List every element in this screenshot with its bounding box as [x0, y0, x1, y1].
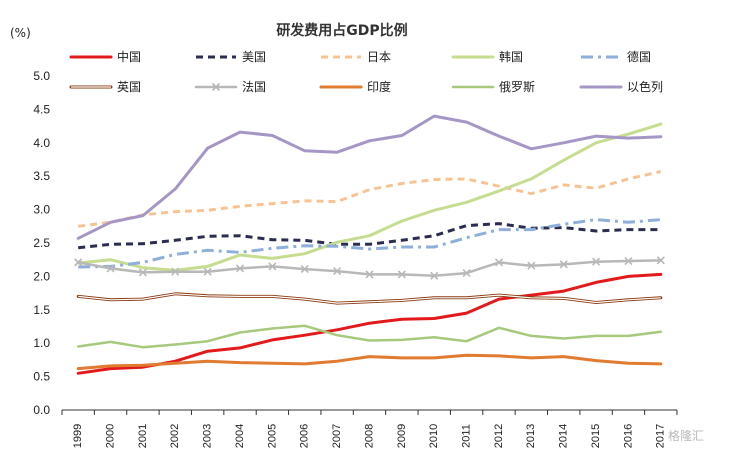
data-point-marker — [106, 264, 115, 273]
series-7 — [76, 353, 663, 371]
legend-item: 中国 — [69, 49, 141, 64]
x-tick-label: 2000 — [104, 424, 116, 448]
series-line — [78, 218, 661, 269]
x-tick-label: 2014 — [558, 424, 570, 448]
x-tick-label: 2011 — [461, 424, 473, 448]
y-tick-label: 0.5 — [33, 370, 50, 384]
data-point-marker — [462, 268, 471, 278]
legend-label: 英国 — [117, 80, 141, 94]
data-point-marker — [235, 264, 245, 273]
x-tick-label: 2008 — [363, 424, 375, 448]
series-8 — [76, 324, 663, 349]
series-line — [78, 170, 662, 228]
chart-title: 研发费用占GDP比例 — [276, 22, 407, 39]
data-point-marker — [656, 256, 665, 265]
data-point-marker — [300, 264, 309, 274]
legend-item: 英国 — [69, 80, 141, 94]
series-5 — [76, 292, 663, 305]
legend-label: 印度 — [367, 79, 391, 94]
y-tick-label: 3.5 — [33, 169, 50, 183]
legend-label: 美国 — [242, 50, 266, 64]
series-line-inner — [78, 293, 661, 304]
series-3 — [76, 122, 663, 272]
legend-item: 德国 — [581, 49, 651, 64]
x-tick-label: 2007 — [331, 424, 343, 448]
data-point-marker — [527, 261, 536, 270]
data-point-marker — [74, 258, 83, 267]
legend-label: 以色列 — [627, 80, 663, 94]
legend-item: 美国 — [196, 50, 266, 64]
x-tick-label: 2017 — [655, 424, 667, 448]
legend-label: 日本 — [367, 50, 391, 64]
watermark: 格隆汇 — [668, 428, 704, 443]
x-tick-label: 2015 — [590, 424, 602, 448]
legend-item: 日本 — [321, 50, 391, 64]
x-tick-label: 2009 — [396, 424, 408, 448]
plot-area — [74, 114, 665, 375]
y-tick-label: 1.5 — [33, 303, 50, 317]
x-tick-label: 2006 — [299, 424, 311, 448]
series-line — [76, 272, 663, 375]
legend-label: 德国 — [627, 49, 651, 64]
data-point-marker — [138, 268, 147, 277]
x-tick-label: 1999 — [72, 424, 84, 448]
data-point-marker — [430, 271, 439, 280]
data-point-marker — [494, 258, 504, 267]
y-tick-label: 2.0 — [33, 269, 50, 283]
data-point-marker — [268, 262, 277, 271]
y-tick-label: 2.5 — [33, 236, 50, 250]
legend-item: 以色列 — [579, 80, 663, 94]
y-unit-label: (%) — [10, 26, 31, 40]
series-4 — [78, 218, 661, 269]
series-9 — [76, 114, 663, 240]
data-point-marker — [203, 267, 212, 276]
y-tick-label: 4.0 — [33, 136, 50, 150]
data-point-marker — [592, 257, 601, 266]
legend-item: 俄罗斯 — [451, 80, 535, 94]
series-line — [76, 114, 663, 240]
x-tick-label: 2001 — [137, 424, 149, 448]
y-tick-label: 3.0 — [33, 203, 50, 217]
series-2 — [78, 170, 662, 228]
x-tick-label: 2010 — [428, 424, 440, 448]
series-line — [78, 222, 661, 250]
legend-item: 印度 — [319, 79, 391, 94]
series-line — [76, 122, 663, 272]
series-line — [76, 353, 663, 371]
data-point-marker — [171, 267, 180, 276]
axes: 0.0 0.5 1.0 1.5 2.0 2.5 3.0 3.5 4.0 4.5 5.0 1999 200… — [33, 69, 678, 448]
data-point-marker — [624, 256, 633, 266]
y-tick-label: 0.0 — [33, 403, 50, 417]
legend-label: 韩国 — [499, 49, 523, 64]
y-tick-label: 4.5 — [33, 102, 50, 116]
y-tick-label: 5.0 — [33, 69, 50, 83]
y-tick-label: 1.0 — [33, 336, 50, 350]
series-0 — [76, 272, 663, 375]
x-tick-label: 2016 — [622, 424, 634, 448]
series-1 — [78, 222, 661, 250]
series-line — [76, 324, 663, 349]
x-tick-label: 2003 — [202, 424, 214, 448]
x-tick-label: 2012 — [493, 424, 505, 448]
legend-marker — [211, 82, 221, 92]
data-point-marker — [365, 270, 374, 279]
series-6 — [74, 256, 665, 280]
legend-item: 法国 — [194, 80, 266, 94]
data-point-marker — [559, 260, 568, 269]
legend-label: 中国 — [117, 49, 141, 64]
data-point-marker — [333, 266, 342, 276]
data-point-marker — [397, 270, 406, 279]
x-tick-label: 2005 — [266, 424, 278, 448]
legend-item: 韩国 — [451, 49, 523, 64]
x-tick-label: 2004 — [234, 424, 246, 448]
x-tick-label: 2013 — [525, 424, 537, 448]
legend-label: 法国 — [242, 80, 266, 94]
legend-label: 俄罗斯 — [499, 80, 535, 94]
x-tick-label: 2002 — [169, 424, 181, 448]
